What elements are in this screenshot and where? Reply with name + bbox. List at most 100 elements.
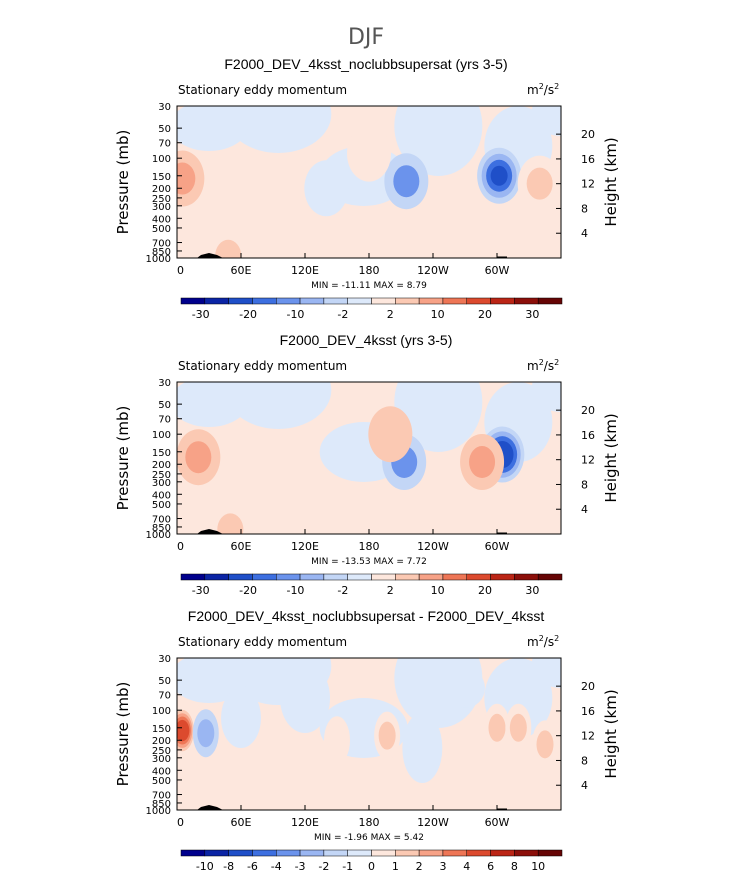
colorbar-swatch <box>395 849 420 857</box>
field-feature <box>469 446 496 479</box>
field-feature <box>509 713 527 742</box>
colorbar: -30 -20 -10 -2 2 10 20 30 <box>180 573 563 597</box>
height-tick-label: 8 <box>581 202 588 215</box>
colorbar-label: -3 <box>295 860 306 872</box>
chart-title: F2000_DEV_4ksst_noclubbsupersat (yrs 3-5… <box>224 56 507 72</box>
field-contour <box>177 106 248 151</box>
colorbar-swatch <box>537 849 563 857</box>
field-feature <box>304 160 349 217</box>
field-feature <box>347 125 391 182</box>
field-layer <box>177 658 561 810</box>
y-tick-label: 70 <box>158 415 171 426</box>
y-tick-label: 1000 <box>146 254 171 265</box>
colorbar-label: -10 <box>286 308 304 321</box>
chart-subtitle: Stationary eddy momentum <box>178 635 347 649</box>
y-tick-label: 150 <box>152 448 171 459</box>
height-tick-label: 8 <box>581 754 588 767</box>
y-tick-label: 500 <box>152 500 171 511</box>
y-tick-label: 100 <box>152 430 171 441</box>
field-feature <box>536 730 554 759</box>
y-tick-label: 300 <box>152 202 171 213</box>
x-tick-label: 180 <box>359 816 380 829</box>
colorbar-swatch <box>204 849 229 857</box>
colorbar-swatch <box>371 849 396 857</box>
colorbar-label: -20 <box>239 584 257 597</box>
colorbar-swatch <box>347 849 372 857</box>
field-contour <box>532 382 561 412</box>
x-tick-label: 120W <box>417 264 449 277</box>
field-contour <box>394 382 483 452</box>
colorbar-swatch <box>299 297 325 305</box>
chart-panel-2: F2000_DEV_4ksst (yrs 3-5) Stationary eddy… <box>114 332 620 597</box>
y-tick-label: 50 <box>158 124 171 135</box>
field-contour <box>532 658 561 688</box>
units-part: 2 <box>539 634 544 643</box>
min-max-stats: MIN = -11.11 MAX = 8.79 <box>311 281 427 291</box>
field-feature <box>526 167 553 200</box>
colorbar-label: 8 <box>511 860 518 872</box>
colorbar-swatch <box>323 297 348 305</box>
units-label: m2/s2 <box>527 634 559 649</box>
topography-mask <box>497 808 507 810</box>
x-tick-label: 120W <box>417 816 449 829</box>
y-tick-label: 400 <box>152 214 171 225</box>
field-feature <box>177 723 188 738</box>
colorbar-label: 30 <box>525 308 539 321</box>
colorbar-label: 2 <box>387 308 394 321</box>
units-part: 2 <box>539 358 544 367</box>
min-max-stats: MIN = -1.96 MAX = 5.42 <box>314 833 424 843</box>
field-layer <box>177 382 561 534</box>
x-tick-label: 180 <box>359 264 380 277</box>
colorbar-swatch <box>466 297 491 305</box>
topography-mask <box>197 529 223 534</box>
field-contour <box>402 713 443 783</box>
y-tick-label: 30 <box>158 378 171 389</box>
colorbar-swatch <box>276 849 301 857</box>
y-tick-label: 250 <box>152 746 171 757</box>
topography-mask <box>197 805 223 810</box>
x-tick-label: 120W <box>417 540 449 553</box>
colorbar-label: -8 <box>223 860 234 872</box>
colorbar-swatch <box>490 297 515 305</box>
field-feature <box>490 165 508 186</box>
colorbar-swatch <box>466 573 491 581</box>
field-feature <box>324 716 350 765</box>
colorbar-swatch <box>180 573 206 581</box>
colorbar-swatch <box>180 849 206 857</box>
field-feature <box>197 719 215 748</box>
y-tick-label: 700 <box>152 239 171 250</box>
chart-title: F2000_DEV_4ksst (yrs 3-5) <box>280 332 453 348</box>
height-tick-label: 4 <box>581 503 588 516</box>
height-tick-label: 20 <box>581 404 595 417</box>
y-tick-label: 700 <box>152 515 171 526</box>
y-tick-label: 30 <box>158 102 171 113</box>
colorbar-swatch <box>514 297 539 305</box>
x-tick-label: 60E <box>231 540 252 553</box>
field-contour <box>225 106 332 153</box>
colorbar-swatch <box>490 849 515 857</box>
colorbar: -10 -8 -6 -4 -3 -2 -1 0 1 2 3 4 6 8 10 <box>180 849 563 872</box>
x-tick-label: 120E <box>291 264 319 277</box>
field-feature <box>177 162 196 195</box>
colorbar-swatch <box>442 573 467 581</box>
units-part: /s <box>544 635 554 649</box>
min-max-stats: MIN = -13.53 MAX = 7.72 <box>311 557 427 567</box>
colorbar-label: 1 <box>392 860 399 872</box>
chart-panel-1: F2000_DEV_4ksst_noclubbsupersat (yrs 3-5… <box>114 56 620 321</box>
y-tick-label: 400 <box>152 766 171 777</box>
chart-subtitle: Stationary eddy momentum <box>178 359 347 373</box>
y-tick-label: 300 <box>152 478 171 489</box>
colorbar: -30 -20 -10 -2 2 10 20 30 <box>180 297 563 321</box>
colorbar-label: 10 <box>431 584 445 597</box>
colorbar-swatch <box>228 297 253 305</box>
colorbar-label: -4 <box>271 860 282 872</box>
units-part: 2 <box>554 82 559 91</box>
units-label: m2/s2 <box>527 82 559 97</box>
colorbar-swatch <box>371 573 396 581</box>
units-part: 2 <box>554 634 559 643</box>
y-tick-label: 300 <box>152 754 171 765</box>
colorbar-swatch <box>180 297 206 305</box>
colorbar-label: 2 <box>387 584 394 597</box>
colorbar-swatch <box>228 573 253 581</box>
colorbar-swatch <box>347 297 372 305</box>
